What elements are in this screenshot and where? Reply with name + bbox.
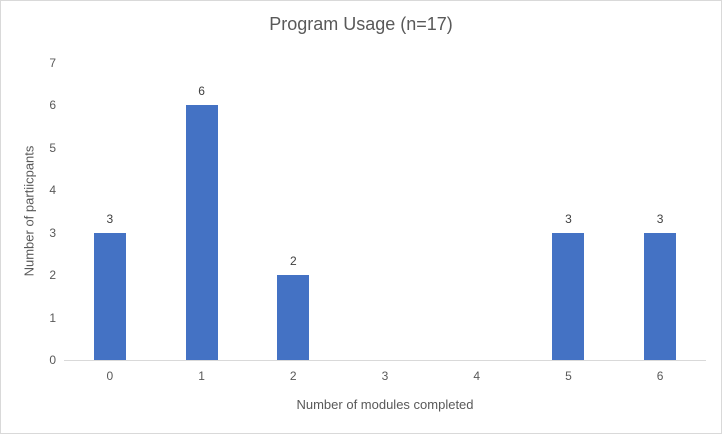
bar-data-label: 6 xyxy=(198,84,205,99)
x-axis-title: Number of modules completed xyxy=(296,397,474,412)
x-tick-label: 0 xyxy=(106,369,114,383)
bar-data-label: 3 xyxy=(656,211,664,226)
y-tick-label: 1 xyxy=(49,310,56,325)
bar-data-label: 3 xyxy=(106,211,114,226)
bar xyxy=(277,275,310,360)
plot-area: 0 1 2 3 4 5 6 7 3 6 2 3 3 0 1 2 3 4 5 6 xyxy=(49,56,706,383)
x-tick-label: 5 xyxy=(565,369,572,383)
y-tick-label: 4 xyxy=(49,183,56,198)
bar xyxy=(644,232,677,360)
bar-data-label: 3 xyxy=(565,211,572,226)
bar-data-label: 2 xyxy=(289,254,297,269)
y-tick-label: 0 xyxy=(49,353,56,367)
x-tick-label: 4 xyxy=(473,369,481,383)
y-tick-label: 7 xyxy=(49,56,56,70)
x-tick-label: 1 xyxy=(198,369,205,383)
x-tick-label: 3 xyxy=(381,369,389,383)
y-tick-label: 5 xyxy=(49,140,56,155)
bar xyxy=(93,232,126,360)
y-axis-title-text: Number of partiicpants xyxy=(21,145,37,277)
y-tick-label: 3 xyxy=(49,225,56,240)
x-tick-label: 6 xyxy=(656,369,664,383)
x-axis-line xyxy=(64,360,706,361)
bar xyxy=(552,232,585,360)
y-tick-label: 6 xyxy=(49,98,56,113)
bar xyxy=(185,105,218,360)
x-tick-label: 2 xyxy=(289,369,297,383)
y-tick-label: 2 xyxy=(49,268,56,283)
chart-title: Program Usage (n=17) xyxy=(269,14,453,34)
